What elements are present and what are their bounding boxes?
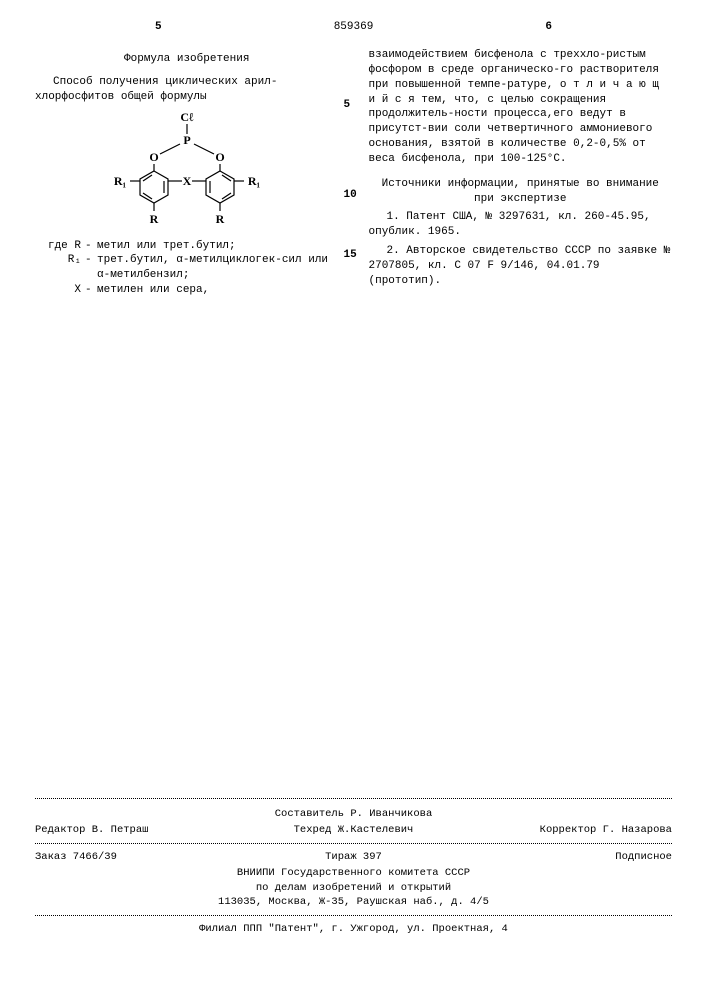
org-line-2: по делам изобретений и открытий bbox=[35, 881, 672, 895]
where-row: где R - метил или трет.бутил; bbox=[39, 239, 339, 254]
techred-label: Техред bbox=[294, 824, 332, 836]
page-number-left: 5 bbox=[155, 20, 162, 35]
where-text: метилен или сера, bbox=[97, 283, 339, 298]
footer-block: Составитель Р. Иванчикова Редактор В. Пе… bbox=[35, 798, 672, 936]
podpisnoe: Подписное bbox=[460, 850, 672, 864]
svg-text:Cℓ: Cℓ bbox=[180, 111, 194, 124]
where-row: R₁ - трет.бутил, α-метилциклогек-сил или… bbox=[39, 253, 339, 283]
line-number-5: 5 bbox=[344, 98, 351, 113]
branch-line: Филиал ППП "Патент", г. Ужгород, ул. Про… bbox=[35, 922, 672, 936]
svg-text:R: R bbox=[215, 212, 224, 226]
line-number-10: 10 bbox=[344, 188, 357, 203]
svg-text:P: P bbox=[183, 133, 190, 147]
page-number-right: 6 bbox=[545, 20, 552, 35]
svg-text:R₁: R₁ bbox=[114, 174, 127, 188]
svg-text:X: X bbox=[182, 174, 191, 188]
corrector-label: Корректор bbox=[540, 824, 597, 836]
editor-name: В. Петраш bbox=[92, 824, 149, 836]
where-definitions: где R - метил или трет.бутил; R₁ - трет.… bbox=[35, 239, 339, 298]
where-row: X - метилен или сера, bbox=[39, 283, 339, 298]
svg-text:R: R bbox=[149, 212, 158, 226]
sources-title: Источники информации, принятые во вниман… bbox=[369, 177, 673, 207]
intro-paragraph: Способ получения циклических арил-хлорфо… bbox=[35, 75, 339, 105]
address-line: 113035, Москва, Ж-35, Раушская наб., д. … bbox=[35, 895, 672, 909]
chemical-structure-diagram: Cℓ P O O bbox=[92, 111, 282, 231]
order-number: Заказ 7466/39 bbox=[35, 850, 247, 864]
source-1: 1. Патент США, № 3297631, кл. 260-45.95,… bbox=[369, 210, 673, 240]
formula-title: Формула изобретения bbox=[35, 52, 339, 67]
techred-name: Ж.Кастелевич bbox=[338, 824, 414, 836]
source-2: 2. Авторское свидетельство СССР по заявк… bbox=[369, 244, 673, 289]
where-label: X bbox=[39, 283, 85, 298]
compiler-label: Составитель bbox=[275, 808, 344, 820]
claim-paragraph: взаимодействием бисфенола с треххло-рист… bbox=[369, 48, 673, 167]
editor-label: Редактор bbox=[35, 824, 85, 836]
compiler-name: Р. Иванчикова bbox=[350, 808, 432, 820]
where-label: где R bbox=[39, 239, 85, 254]
where-label: R₁ bbox=[39, 253, 85, 283]
svg-text:O: O bbox=[149, 150, 158, 164]
line-number-15: 15 bbox=[344, 248, 357, 263]
svg-text:R₁: R₁ bbox=[248, 174, 261, 188]
corrector-name: Г. Назарова bbox=[603, 824, 672, 836]
patent-number: 859369 bbox=[334, 20, 374, 35]
tirazh: Тираж 397 bbox=[247, 850, 459, 864]
org-line-1: ВНИИПИ Государственного комитета СССР bbox=[35, 866, 672, 880]
svg-text:O: O bbox=[215, 150, 224, 164]
where-text: метил или трет.бутил; bbox=[97, 239, 339, 254]
where-text: трет.бутил, α-метилциклогек-сил или α-ме… bbox=[97, 253, 339, 283]
